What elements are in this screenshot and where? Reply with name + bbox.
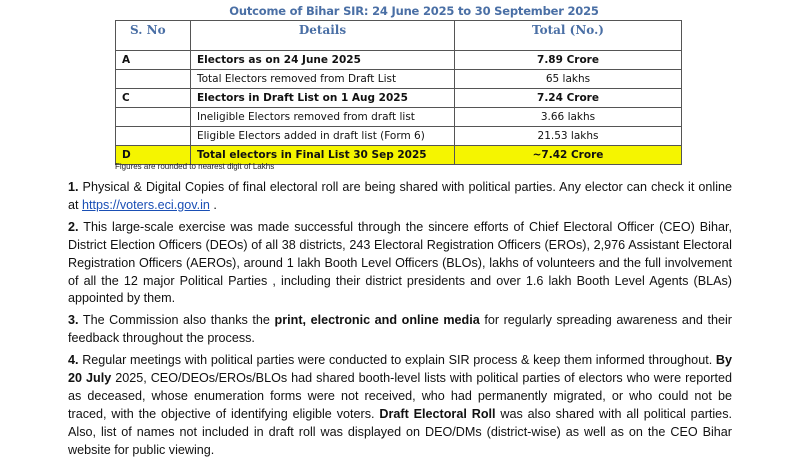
cell-details: Eligible Electors added in draft list (F… xyxy=(190,126,455,146)
table-header-row: S. No Details Total (No.) xyxy=(115,20,682,51)
para-number: 4. xyxy=(68,353,79,368)
cell-total: 21.53 lakhs xyxy=(454,126,682,146)
table-row: A Electors as on 24 June 2025 7.89 Crore xyxy=(115,50,682,70)
cell-details: Electors in Draft List on 1 Aug 2025 xyxy=(190,88,455,108)
para-number: 2. xyxy=(68,219,79,234)
table-row: Total Electors removed from Draft List 65… xyxy=(115,69,682,89)
para-text: 2025, CEO/DEOs/EROs/BLOs had shared boot… xyxy=(68,371,732,421)
para-bold: print, electronic and online media xyxy=(274,313,480,328)
paragraph-1: 1. Physical & Digital Copies of final el… xyxy=(68,179,732,215)
para-bold: Draft Electoral Roll xyxy=(379,406,496,421)
para-number: 1. xyxy=(68,180,79,194)
paragraph-4: 4. Regular meetings with political parti… xyxy=(68,352,732,459)
cell-details: Electors as on 24 June 2025 xyxy=(190,50,455,70)
cell-sno xyxy=(115,107,191,127)
cell-details: Total Electors removed from Draft List xyxy=(190,69,455,89)
table-row: Ineligible Electors removed from draft l… xyxy=(115,107,682,127)
para-text: . xyxy=(209,197,217,212)
table-row: D Total electors in Final List 30 Sep 202… xyxy=(115,145,682,165)
header-total: Total (No.) xyxy=(454,20,682,51)
voters-portal-link[interactable]: https://voters.eci.gov.in xyxy=(82,197,210,212)
table-title: Outcome of Bihar SIR: 24 June 2025 to 30… xyxy=(229,4,599,18)
header-sno: S. No xyxy=(115,20,191,51)
cell-total: 3.66 lakhs xyxy=(454,107,682,127)
cell-sno xyxy=(115,126,191,146)
paragraph-2: 2. This large-scale exercise was made su… xyxy=(68,219,732,309)
para-text: The Commission also thanks the xyxy=(78,313,275,328)
cell-total: ~7.42 Crore xyxy=(454,145,682,165)
footnote: Figures are rounded to nearest digit of … xyxy=(115,162,275,171)
cell-sno: C xyxy=(115,88,191,108)
outcome-table: S. No Details Total (No.) A Electors as o… xyxy=(115,20,682,165)
cell-details: Total electors in Final List 30 Sep 2025 xyxy=(190,145,455,165)
para-text: Regular meetings with political parties … xyxy=(78,353,716,368)
body-text: 1. Physical & Digital Copies of final el… xyxy=(68,179,732,464)
table-row: Eligible Electors added in draft list (F… xyxy=(115,126,682,146)
cell-sno: A xyxy=(115,50,191,70)
para-bold: By 20 July xyxy=(68,353,732,386)
cell-total: 7.24 Crore xyxy=(454,88,682,108)
cell-details: Ineligible Electors removed from draft l… xyxy=(190,107,455,127)
para-text: This large-scale exercise was made succe… xyxy=(68,219,732,306)
table-row: C Electors in Draft List on 1 Aug 2025 7.2… xyxy=(115,88,682,108)
cell-sno xyxy=(115,69,191,89)
cell-sno: D xyxy=(115,145,191,165)
para-text: for regularly spreading awareness and th… xyxy=(68,313,732,346)
header-details: Details xyxy=(190,20,455,51)
para-number: 3. xyxy=(68,313,79,328)
cell-total: 7.89 Crore xyxy=(454,50,682,70)
cell-total: 65 lakhs xyxy=(454,69,682,89)
para-text: Physical & Digital Copies of final elect… xyxy=(68,180,732,212)
paragraph-3: 3. The Commission also thanks the print,… xyxy=(68,312,732,348)
